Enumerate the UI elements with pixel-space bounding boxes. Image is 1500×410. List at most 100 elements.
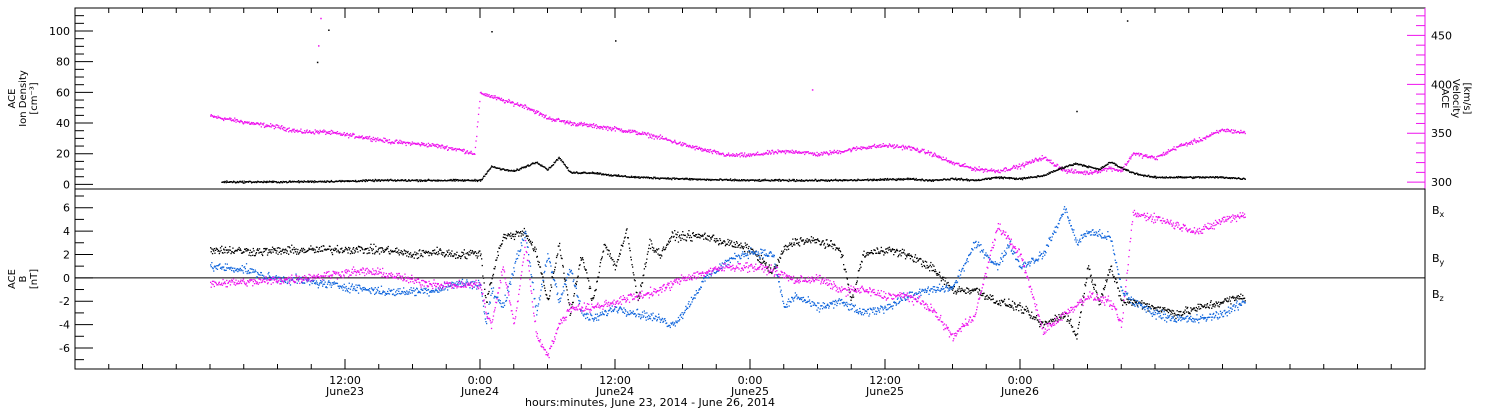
bx-series-point bbox=[278, 247, 280, 249]
bx-series-point bbox=[930, 261, 932, 264]
velocity-series-point bbox=[269, 125, 271, 128]
density-series-point bbox=[1153, 176, 1155, 178]
bx-series-point bbox=[740, 242, 742, 244]
density-series-point bbox=[243, 180, 245, 182]
velocity-series-point bbox=[382, 141, 384, 143]
velocity-series-point bbox=[652, 135, 654, 137]
density-series-point bbox=[467, 179, 469, 181]
velocity-series-point bbox=[815, 155, 817, 157]
velocity-series-point bbox=[434, 145, 436, 147]
bx-series-point bbox=[531, 241, 533, 243]
bx-series-point bbox=[703, 233, 706, 236]
velocity-series-point bbox=[242, 122, 244, 124]
bx-series-point bbox=[784, 248, 786, 250]
bx-series-point bbox=[474, 251, 477, 253]
bx-series-point bbox=[806, 238, 808, 240]
velocity-series-point bbox=[1199, 140, 1201, 142]
bx-series-point bbox=[1023, 308, 1025, 310]
density-series-point bbox=[1192, 176, 1194, 178]
bx-series-point bbox=[614, 269, 616, 271]
velocity-series-point bbox=[651, 134, 654, 136]
velocity-series-point bbox=[451, 147, 454, 149]
density-series-point bbox=[739, 180, 741, 182]
velocity-series-point bbox=[947, 160, 949, 162]
bx-series-point bbox=[252, 254, 254, 256]
density-series-point bbox=[1072, 164, 1074, 166]
velocity-series-point bbox=[477, 121, 479, 123]
velocity-series-point bbox=[288, 131, 290, 133]
density-series-point bbox=[1106, 164, 1108, 166]
bx-series-point bbox=[1003, 298, 1006, 300]
velocity-series-point bbox=[871, 145, 873, 148]
bx-series-point bbox=[627, 237, 629, 239]
velocity-series-point bbox=[1194, 139, 1196, 141]
bx-series-point bbox=[340, 248, 342, 250]
density-series-point bbox=[688, 179, 690, 181]
density-series-point bbox=[914, 179, 916, 181]
bx-series-point bbox=[906, 256, 908, 258]
bx-series-point bbox=[834, 249, 837, 251]
density-series-point bbox=[484, 173, 487, 175]
density-spike-point bbox=[328, 29, 330, 31]
bx-series-point bbox=[717, 240, 719, 242]
bx-series-point bbox=[510, 237, 512, 239]
bx-series-point bbox=[1094, 284, 1097, 286]
bx-series-point bbox=[1076, 333, 1079, 335]
density-series-point bbox=[883, 178, 885, 180]
velocity-series-point bbox=[904, 145, 907, 147]
bx-series-point bbox=[1052, 319, 1054, 321]
velocity-series-point bbox=[1053, 165, 1055, 167]
bx-series-point bbox=[560, 254, 562, 257]
bx-series-point bbox=[674, 230, 676, 232]
velocity-series-point bbox=[717, 151, 719, 153]
velocity-series-point bbox=[529, 109, 531, 111]
bx-series-point bbox=[425, 251, 428, 253]
density-series-point bbox=[550, 166, 552, 168]
density-series-point bbox=[1174, 177, 1176, 179]
bx-series-point bbox=[498, 247, 500, 249]
velocity-series-point bbox=[1058, 167, 1060, 169]
bx-series-point bbox=[1097, 297, 1099, 299]
velocity-series-point bbox=[722, 153, 725, 156]
bx-series-point bbox=[420, 253, 422, 255]
bx-series-point bbox=[648, 244, 650, 246]
velocity-series-point bbox=[665, 137, 667, 139]
velocity-series-point bbox=[1036, 160, 1038, 162]
bx-series-point bbox=[275, 249, 277, 252]
bx-series-point bbox=[313, 248, 315, 250]
density-series-point bbox=[903, 178, 905, 180]
bx-series-point bbox=[705, 237, 707, 239]
bx-series-point bbox=[938, 271, 941, 273]
velocity-series-point bbox=[877, 146, 879, 148]
velocity-series-point bbox=[1049, 159, 1051, 162]
velocity-series-point bbox=[562, 120, 564, 122]
velocity-series-point bbox=[1026, 161, 1029, 163]
density-series-point bbox=[489, 168, 492, 170]
bx-series-point bbox=[559, 249, 561, 251]
bx-series-point bbox=[354, 249, 356, 252]
density-series-point bbox=[422, 180, 424, 182]
bx-series-point bbox=[812, 240, 814, 242]
density-series-point bbox=[917, 179, 919, 181]
velocity-series-point bbox=[812, 152, 814, 154]
bx-series-point bbox=[518, 235, 520, 237]
velocity-series-point bbox=[1097, 171, 1100, 174]
bx-series-point bbox=[245, 250, 247, 252]
bx-series-point bbox=[794, 238, 796, 240]
velocity-series-point bbox=[1065, 169, 1067, 171]
velocity-series-point bbox=[893, 147, 895, 149]
density-series-point bbox=[1227, 177, 1229, 179]
velocity-series-point bbox=[1164, 154, 1166, 156]
velocity-series-point bbox=[1121, 168, 1123, 170]
density-series-point bbox=[627, 176, 629, 178]
velocity-series-point bbox=[692, 145, 694, 147]
bx-series-point bbox=[630, 259, 632, 261]
bx-series-point bbox=[375, 250, 378, 252]
density-series-point bbox=[692, 178, 694, 181]
density-series-point bbox=[682, 178, 685, 180]
velocity-series-point bbox=[285, 130, 287, 132]
bx-series-point bbox=[667, 240, 670, 242]
velocity-series-point bbox=[335, 131, 337, 134]
bx-series-point bbox=[309, 248, 311, 250]
velocity-series-point bbox=[432, 144, 434, 147]
